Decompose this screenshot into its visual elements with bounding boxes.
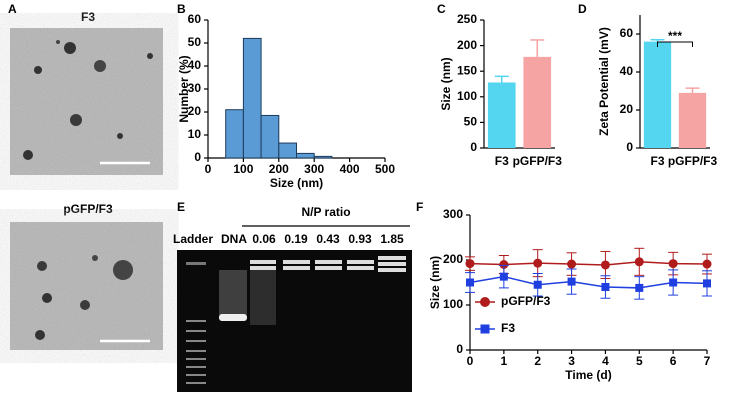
- x-axis-label: Time (d): [565, 368, 611, 382]
- x-tick-label: 4: [602, 354, 609, 368]
- marker: [601, 283, 610, 291]
- x-tick-label: F3: [495, 154, 509, 168]
- y-tick-label: 50: [188, 35, 202, 49]
- marker: [499, 260, 509, 269]
- panel-letter: D: [578, 2, 587, 16]
- x-tick-label: 0: [205, 162, 212, 176]
- marker: [567, 277, 576, 286]
- marker: [533, 258, 543, 268]
- y-tick-label: 30: [188, 81, 202, 95]
- bar: [487, 82, 516, 148]
- marker: [703, 279, 711, 288]
- significance-bracket: [657, 41, 693, 47]
- x-tick-label: 6: [670, 354, 677, 368]
- x-tick-label: 5: [636, 354, 643, 368]
- y-tick-label: 200: [457, 38, 477, 52]
- bar: [242, 37, 262, 159]
- y-tick-label: 50: [464, 115, 478, 129]
- y-tick-label: 60: [188, 12, 202, 26]
- y-tick-label: 100: [457, 89, 477, 103]
- lane-label: 0.19: [284, 232, 308, 246]
- marker: [466, 278, 474, 287]
- y-tick-label: 250: [457, 12, 477, 26]
- marker: [533, 280, 542, 289]
- y-tick-label: 0: [470, 140, 477, 154]
- marker: [465, 259, 475, 269]
- gel-header: N/P ratio: [301, 205, 350, 219]
- y-tick-label: 20: [188, 104, 202, 118]
- bar: [260, 114, 280, 159]
- panel-letter: F: [416, 200, 423, 214]
- x-axis-label: Size (nm): [270, 176, 323, 190]
- y-tick-label: 40: [188, 58, 202, 72]
- x-tick-label: pGFP/F3: [513, 154, 563, 168]
- panel-letter: E: [177, 200, 185, 214]
- y-tick-label: 20: [620, 102, 634, 116]
- series-line: [469, 261, 708, 266]
- marker: [702, 259, 712, 269]
- panel-letter: A: [8, 2, 17, 16]
- legend-marker: [480, 297, 490, 307]
- legend-marker: [480, 324, 490, 334]
- x-tick-label: pGFP/F3: [668, 154, 718, 168]
- image-label: F3: [81, 10, 95, 24]
- y-tick-label: 300: [443, 207, 463, 221]
- panel-letter: B: [177, 2, 186, 16]
- y-tick-label: 10: [188, 127, 202, 141]
- marker: [635, 283, 644, 292]
- y-tick-label: 0: [456, 342, 463, 356]
- bar: [313, 155, 333, 159]
- bar: [523, 56, 552, 148]
- x-tick-label: 3: [568, 354, 575, 368]
- x-tick-label: 7: [704, 354, 711, 368]
- x-tick-label: 100: [233, 162, 253, 176]
- x-tick-label: F3: [650, 154, 664, 168]
- image-label: pGFP/F3: [63, 202, 113, 216]
- gel: [177, 250, 412, 392]
- marker: [668, 259, 678, 269]
- lane-label: DNA: [221, 232, 247, 246]
- series-line: [469, 275, 708, 289]
- tem-image: [10, 28, 163, 175]
- lane-label: 1.85: [380, 232, 404, 246]
- lane-label: 0.93: [348, 232, 372, 246]
- lane-label: Ladder: [173, 232, 213, 246]
- y-axis-label: Size (nm): [428, 256, 442, 309]
- lane-label: 0.06: [252, 232, 276, 246]
- y-axis-label: Size (nm): [439, 57, 453, 110]
- marker: [669, 278, 678, 287]
- y-axis-label: Zeta Potential (mV): [597, 27, 611, 136]
- marker: [567, 259, 577, 269]
- annotation: ***: [668, 29, 682, 43]
- marker: [499, 272, 508, 281]
- x-tick-label: 500: [375, 162, 395, 176]
- bar: [296, 152, 315, 159]
- y-tick-label: 150: [457, 63, 477, 77]
- legend-label: F3: [501, 321, 515, 335]
- tem-image: [10, 222, 163, 350]
- bar: [278, 142, 297, 159]
- bar: [225, 109, 244, 159]
- y-tick-label: 60: [620, 26, 634, 40]
- y-tick-label: 100: [443, 297, 463, 311]
- y-tick-label: 0: [194, 150, 201, 164]
- bar: [678, 92, 707, 148]
- y-tick-label: 200: [443, 252, 463, 266]
- legend-label: pGFP/F3: [501, 294, 551, 308]
- y-tick-label: 40: [620, 64, 634, 78]
- y-tick-label: 0: [626, 140, 633, 154]
- x-tick-label: 400: [340, 162, 360, 176]
- x-tick-label: 300: [304, 162, 324, 176]
- panel-letter: C: [437, 2, 446, 16]
- marker: [634, 257, 644, 267]
- marker: [600, 260, 610, 270]
- x-tick-label: 0: [467, 354, 474, 368]
- x-tick-label: 1: [501, 354, 508, 368]
- x-tick-label: 2: [534, 354, 541, 368]
- bar: [643, 41, 672, 148]
- y-axis-label: Number (%): [177, 55, 191, 122]
- lane-label: 0.43: [316, 232, 340, 246]
- x-tick-label: 200: [269, 162, 289, 176]
